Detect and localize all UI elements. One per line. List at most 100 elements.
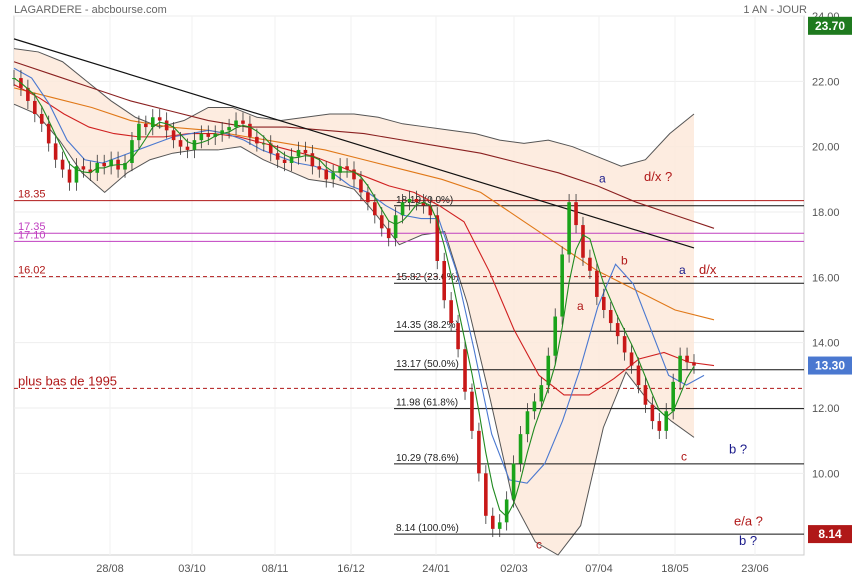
candle [386, 228, 391, 239]
price-badge-label: 23.70 [815, 19, 845, 33]
candle [463, 349, 467, 392]
x-tick-label: 18/05 [661, 563, 689, 575]
chart-title: LAGARDERE - abcbourse.com [14, 4, 167, 16]
candle [199, 133, 204, 141]
candle [664, 411, 669, 431]
y-tick-label: 20.00 [812, 142, 840, 154]
level-label: 16.02 [18, 265, 46, 277]
level-label: 17.10 [18, 229, 46, 241]
price-badge-label: 8.14 [818, 527, 842, 541]
candle [248, 123, 252, 137]
y-tick-label: 16.00 [812, 272, 840, 284]
candle [178, 140, 183, 147]
candle [685, 355, 689, 363]
wave-annotation: b ? [739, 533, 757, 548]
wave-annotation: b ? [729, 442, 747, 457]
candle [393, 215, 398, 239]
x-tick-label: 24/01 [422, 563, 450, 575]
candle [366, 192, 370, 203]
candle [137, 123, 141, 141]
candle [400, 202, 405, 216]
candle [581, 225, 585, 258]
y-tick-label: 12.00 [812, 403, 840, 415]
price-badge [808, 16, 852, 35]
candle [574, 202, 578, 226]
candle [213, 133, 218, 137]
candle [379, 215, 384, 229]
fib-label: 10.29 (78.6%) [396, 453, 459, 464]
candle [671, 381, 675, 412]
candle [331, 172, 335, 180]
ma-mm20 [13, 67, 705, 484]
candle [46, 123, 51, 144]
y-tick-label: 14.00 [812, 338, 840, 350]
candle [338, 166, 342, 173]
wave-annotation: a [679, 263, 686, 277]
level-label: plus bas de 1995 [18, 373, 117, 388]
bollinger-fill [14, 48, 694, 556]
candle [157, 117, 162, 121]
candle [622, 336, 627, 353]
ma-mm7 [13, 77, 695, 518]
candle [289, 156, 294, 163]
x-tick-label: 03/10 [178, 563, 206, 575]
candle [504, 499, 509, 523]
candle [657, 421, 662, 431]
candle [692, 362, 696, 366]
candle [317, 166, 322, 170]
candle [490, 515, 495, 529]
candle [192, 140, 197, 150]
x-tick-label: 16/12 [337, 563, 365, 575]
candle [234, 120, 238, 128]
ma-mm200 [13, 61, 715, 229]
candle [511, 463, 516, 500]
candle [525, 411, 530, 435]
fib-label: 11.98 (61.8%) [396, 398, 458, 409]
price-badge [808, 525, 852, 544]
candle [615, 323, 620, 337]
candle [588, 257, 592, 271]
candle [359, 179, 363, 193]
candle [261, 143, 266, 145]
candle [345, 166, 349, 170]
candle [310, 153, 315, 167]
candle [352, 169, 356, 180]
price-badge [808, 356, 852, 375]
candle [53, 143, 58, 160]
price-badge-label: 13.30 [815, 359, 845, 373]
candle [560, 254, 564, 317]
candle [601, 296, 606, 310]
level-label: 17.35 [18, 221, 46, 233]
candle [150, 117, 155, 128]
candle [171, 130, 176, 141]
candle [241, 120, 245, 124]
candle [39, 114, 44, 124]
period-label: 1 AN - JOUR [743, 4, 807, 16]
fib-label: 18.19 (0.0%) [396, 195, 453, 206]
candle [123, 163, 127, 170]
candle [102, 163, 107, 167]
candle [421, 202, 426, 206]
fib-label: 13.17 (50.0%) [396, 359, 459, 370]
candle [324, 169, 329, 180]
wave-annotation: e/a ? [734, 514, 763, 529]
candle [595, 270, 599, 297]
candle [477, 430, 481, 474]
candle [567, 202, 571, 255]
candle [518, 434, 523, 464]
candle [144, 123, 148, 128]
wave-annotation: d/x ? [644, 169, 672, 184]
candle [407, 198, 412, 203]
candle [109, 159, 113, 167]
candle [268, 143, 273, 154]
y-tick-label: 18.00 [812, 207, 840, 219]
candle [539, 385, 544, 402]
candle [220, 130, 224, 134]
x-tick-label: 23/06 [741, 563, 769, 575]
ma-mm50 [13, 84, 715, 396]
wave-annotation: d/x [699, 262, 717, 277]
candle [185, 146, 190, 150]
candle [206, 133, 211, 137]
fib-label: 14.35 (38.2%) [396, 320, 459, 331]
candle [553, 316, 558, 356]
